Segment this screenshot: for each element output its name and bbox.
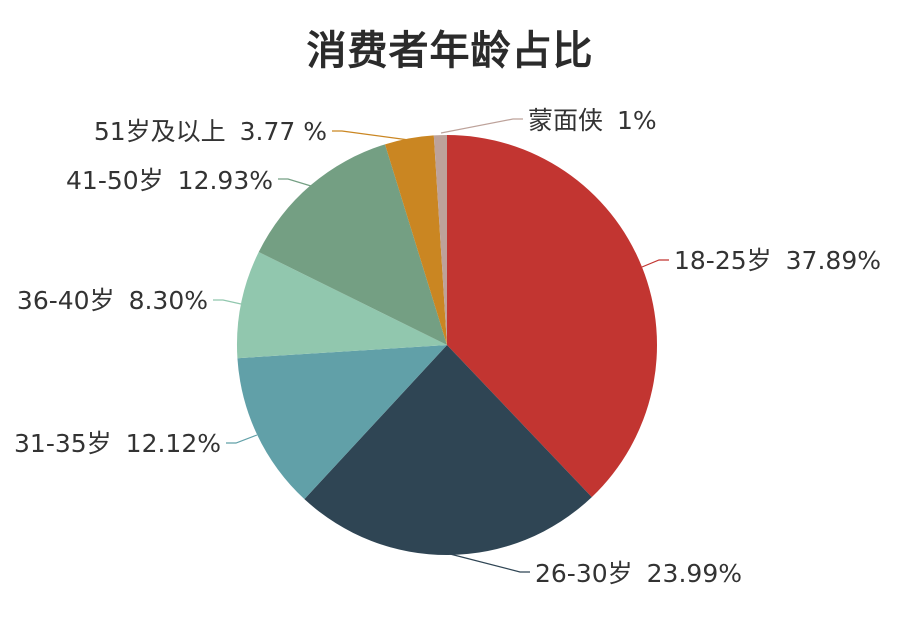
pie-slice-18-25-label-line	[641, 259, 669, 268]
pie-slice-41-50[interactable]	[258, 144, 447, 345]
pie-slice-51-plus[interactable]	[385, 135, 447, 345]
pie-slice-26-30-label: 26-30岁 23.99%	[535, 559, 742, 588]
pie-slice-mengmianxia-label-line	[440, 118, 523, 134]
pie-slice-51-plus-label-line	[332, 130, 410, 141]
pie-slice-31-35[interactable]	[237, 345, 447, 500]
pie-slice-36-40-label: 36-40岁 8.30%	[17, 286, 208, 315]
pie-slice-36-40[interactable]	[236, 252, 447, 359]
pie-slice-18-25[interactable]	[447, 135, 658, 498]
pie-slice-41-50-label: 41-50岁 12.93%	[66, 166, 273, 195]
pie-slice-26-30[interactable]	[304, 345, 592, 556]
pie-slice-26-30-label-line	[449, 553, 530, 573]
pie-slice-31-35-label-line	[226, 434, 258, 444]
pie-slice-18-25-label: 18-25岁 37.89%	[674, 246, 881, 275]
pie-slice-mengmianxia-label: 蒙面侠 1%	[528, 106, 657, 135]
pie-slice-36-40-label-line	[213, 299, 242, 305]
pie-slice-31-35-label: 31-35岁 12.12%	[14, 429, 221, 458]
pie-slice-mengmianxia[interactable]	[433, 135, 447, 345]
chart-title: 消费者年龄占比	[306, 28, 594, 74]
pie-slice-51-plus-label: 51岁及以上 3.77 %	[94, 117, 327, 146]
pie-slice-41-50-label-line	[278, 178, 312, 187]
